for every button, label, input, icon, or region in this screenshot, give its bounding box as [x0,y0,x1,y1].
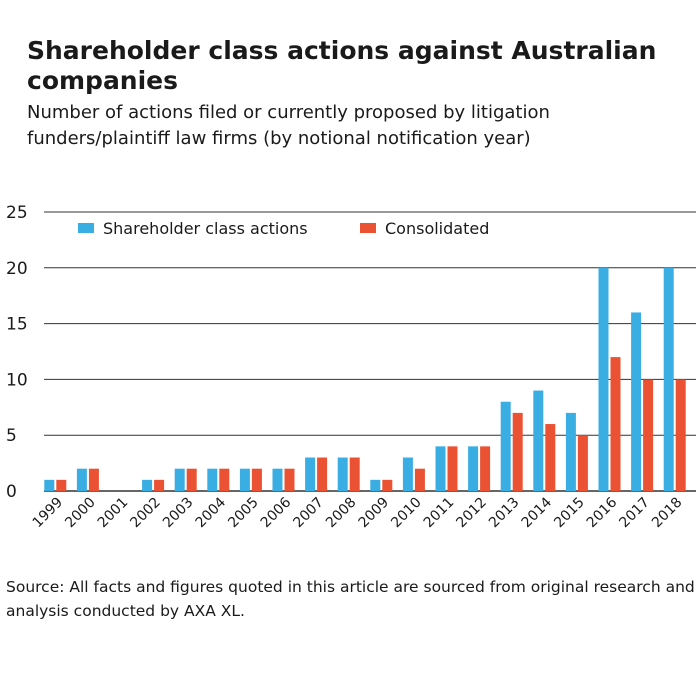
x-tick-label: 2007 [290,495,327,532]
bars [44,267,686,491]
y-tick-label: 15 [6,315,28,335]
bar-shareholder-2009 [370,479,381,491]
bar-shareholder-2000 [76,468,87,491]
bar-shareholder-2010 [402,457,413,491]
bar-shareholder-2004 [207,468,218,491]
bar-consolidated-2015 [577,435,588,491]
bar-consolidated-2005 [251,468,262,491]
x-tick-label: 2013 [486,495,523,532]
bar-consolidated-2011 [447,446,458,491]
x-tick-label: 2018 [649,495,686,532]
bar-consolidated-2012 [480,446,491,491]
bar-consolidated-2000 [88,468,99,491]
legend-swatch [360,223,376,233]
bar-shareholder-2017 [631,312,642,491]
chart-subtitle: Number of actions filed or currently pro… [27,102,550,149]
x-tick-label: 2015 [551,495,588,532]
legend: Shareholder class actions Consolidated [78,219,489,238]
bar-consolidated-2008 [349,457,360,491]
bar-consolidated-2016 [610,357,621,491]
bar-consolidated-2004 [219,468,230,491]
bar-consolidated-2014 [545,424,556,491]
x-tick-label: 2010 [388,495,425,532]
y-tick-label: 0 [6,482,17,502]
bar-shareholder-2018 [663,267,674,491]
x-tick-label: 2011 [421,495,458,532]
legend-swatch [78,223,94,233]
bar-consolidated-2010 [414,468,425,491]
bar-shareholder-2014 [533,390,544,491]
bar-consolidated-2018 [675,379,686,491]
bar-shareholder-1999 [44,479,55,491]
bar-shareholder-2008 [337,457,348,491]
bar-consolidated-2007 [317,457,328,491]
source-note: Source: All facts and figures quoted in … [6,578,695,620]
bar-consolidated-2013 [512,412,523,491]
legend-label: Shareholder class actions [103,219,308,238]
x-axis-ticks: 1999200020012002200320042005200620072008… [30,494,686,531]
bar-consolidated-2003 [186,468,197,491]
bar-consolidated-1999 [56,479,67,491]
bar-consolidated-2009 [382,479,393,491]
x-tick-label: 2009 [356,495,393,532]
y-tick-label: 20 [6,259,28,279]
x-tick-label: 2005 [225,495,262,532]
x-tick-label: 2001 [95,495,132,532]
bar-shareholder-2015 [565,412,576,491]
y-tick-label: 25 [6,203,28,223]
bar-shareholder-2007 [305,457,316,491]
x-tick-label: 2016 [584,494,621,531]
bar-shareholder-2003 [174,468,185,491]
x-tick-label: 2008 [323,495,360,532]
chart-title: Shareholder class actions against Austra… [27,36,657,95]
x-tick-label: 2003 [160,495,197,532]
bar-shareholder-2016 [598,267,609,491]
x-tick-label: 1999 [30,495,67,532]
gridlines [44,211,696,492]
y-axis-ticks: 0 5 10 15 20 25 [6,203,28,502]
bar-consolidated-2002 [154,479,165,491]
legend-label: Consolidated [385,219,489,238]
y-tick-label: 10 [6,370,28,390]
y-tick-label: 5 [6,426,17,446]
bar-shareholder-2005 [239,468,250,491]
bar-shareholder-2013 [500,401,511,491]
x-tick-label: 2017 [616,495,653,532]
bar-consolidated-2006 [284,468,295,491]
bar-shareholder-2006 [272,468,283,491]
x-tick-label: 2000 [62,495,99,532]
x-tick-label: 2002 [127,495,164,532]
bar-shareholder-2012 [468,446,479,491]
bar-shareholder-2011 [435,446,446,491]
x-tick-label: 2006 [258,494,295,531]
x-tick-label: 2004 [193,494,230,531]
bar-consolidated-2017 [643,379,654,491]
x-tick-label: 2012 [453,495,490,532]
x-tick-label: 2014 [519,494,556,531]
bar-shareholder-2002 [142,479,153,491]
